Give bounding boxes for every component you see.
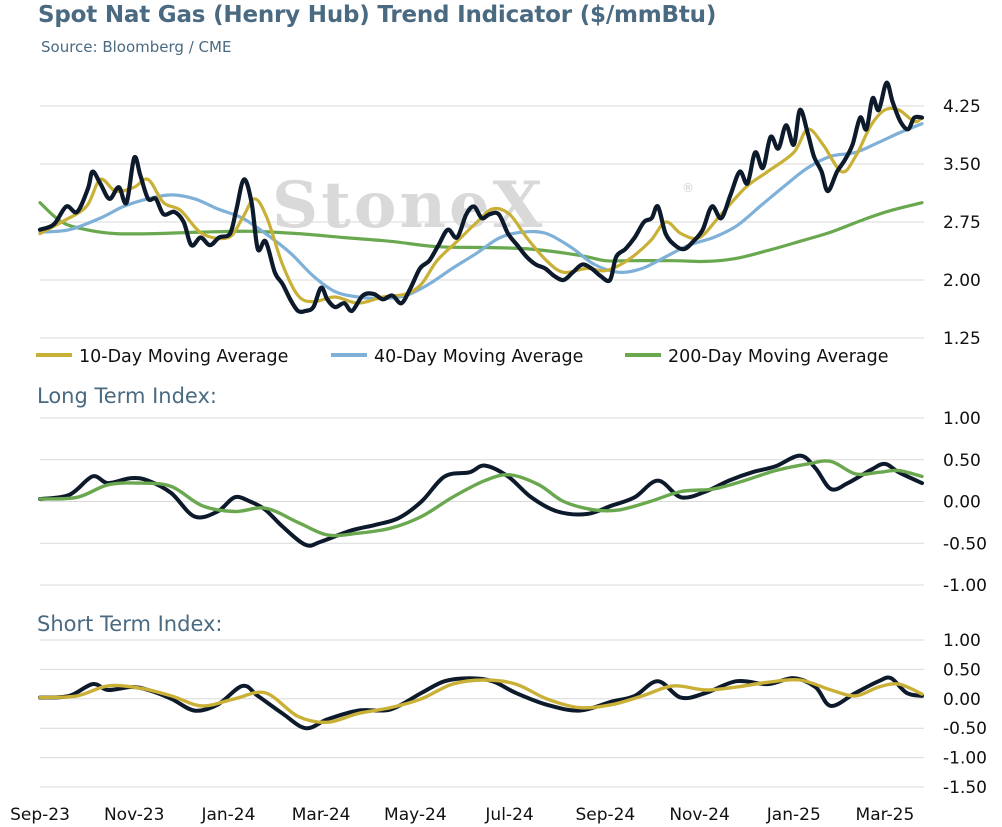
x-tick-label: May-24 [384, 805, 447, 825]
gridlines [40, 105, 924, 788]
series-line-long-term-index [38, 453, 924, 548]
y-tick-label: 4.25 [943, 97, 981, 117]
y-tick-label: 1.00 [943, 631, 981, 651]
y-tick-label: -0.50 [943, 534, 987, 554]
legend-item-10-day-moving-average: 10-Day Moving Average [36, 347, 288, 367]
x-tick-labels: Sep-23 Nov-23 Jan-24 Mar-24 May-24 Jul-24 Sep-… [10, 805, 914, 825]
y-tick-label: -1.50 [943, 778, 987, 798]
y-tick-labels: 1.25 2.00 2.75 3.50 4.25 1.00 0.50 0.00 -0.50 -1.… [943, 97, 987, 798]
y-tick-label: 0.00 [943, 690, 981, 710]
x-tick-label: Sep-23 [10, 805, 70, 825]
series-line-spot [37, 80, 925, 315]
x-tick-label: Sep-24 [575, 805, 635, 825]
y-tick-label: 0.50 [943, 660, 981, 680]
y-tick-label: 1.25 [943, 329, 981, 349]
series-line-long-term-index-average [38, 459, 924, 538]
x-tick-label: Nov-24 [669, 805, 730, 825]
chart-title: Spot Nat Gas (Henry Hub) Trend Indicator… [38, 2, 717, 28]
x-tick-label: Jul-24 [484, 805, 533, 825]
series-line-200-day-moving-average [38, 201, 924, 264]
long-term-panel-title: Long Term Index: [37, 384, 217, 408]
series-line-short-term-index [38, 675, 924, 731]
series-line-40-day-moving-average [38, 122, 924, 301]
series-line-short-term-index-average [38, 677, 924, 725]
legend-item-200-day-moving-average: 200-Day Moving Average [625, 347, 889, 367]
x-tick-label: Nov-23 [104, 805, 165, 825]
watermark-registered-mark: ® [682, 181, 694, 195]
chart-subtitle: Source: Bloomberg / CME [41, 38, 232, 56]
y-tick-label: 2.75 [943, 213, 981, 233]
y-tick-label: 2.00 [943, 271, 981, 291]
y-tick-label: 0.50 [943, 451, 981, 471]
x-tick-label: Jan-24 [200, 805, 255, 825]
legend-label: 200-Day Moving Average [668, 347, 889, 367]
x-tick-label: Jan-25 [766, 805, 821, 825]
y-tick-label: -1.00 [943, 576, 987, 596]
y-tick-label: -0.50 [943, 719, 987, 739]
x-tick-label: Mar-24 [292, 805, 351, 825]
legend-label: 10-Day Moving Average [79, 347, 288, 367]
legend-label: 40-Day Moving Average [374, 347, 583, 367]
series-lines [37, 80, 925, 731]
x-tick-label: Mar-25 [856, 805, 915, 825]
y-tick-label: 0.00 [943, 493, 981, 513]
y-tick-label: 3.50 [943, 155, 981, 175]
watermark-text: StoneX [272, 168, 545, 243]
watermark: StoneX ® [272, 168, 694, 243]
y-tick-label: -1.00 [943, 749, 987, 769]
legend-item-40-day-moving-average: 40-Day Moving Average [331, 347, 583, 367]
short-term-panel-title: Short Term Index: [37, 612, 223, 636]
legend: 10-Day Moving Average 40-Day Moving Avera… [36, 347, 889, 367]
y-tick-label: 1.00 [943, 409, 981, 429]
